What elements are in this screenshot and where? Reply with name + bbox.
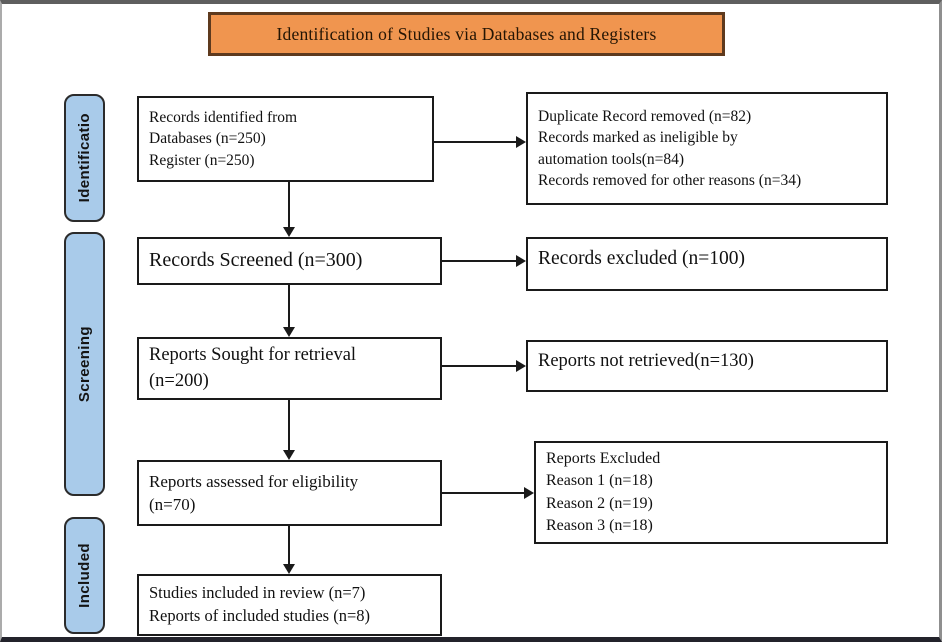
box-records-excluded: Records excluded (n=100) <box>526 237 888 291</box>
sidebar-phase-screening-label: Screening <box>76 325 93 403</box>
sidebar-phase-included-label: Included <box>76 543 93 608</box>
arrow-screened-to-excluded-line <box>442 260 516 262</box>
title-text: Identification of Studies via Databases … <box>276 23 657 44</box>
title-banner: Identification of Studies via Databases … <box>208 12 725 56</box>
arrow-identified-to-removed-head <box>516 136 526 148</box>
box-reports-assessed: Reports assessed for eligibility (n=70) <box>137 460 442 526</box>
arrow-identified-to-removed-line <box>434 141 516 143</box>
sidebar-phase-identification: Identificatio <box>64 94 105 222</box>
sidebar-phase-included: Included <box>64 517 105 634</box>
box-studies-included: Studies included in review (n=7) Reports… <box>137 574 442 636</box>
box-records-screened: Records Screened (n=300) <box>137 237 442 285</box>
arrow-sought-to-notretrieved-line <box>442 365 516 367</box>
arrow-sought-to-notretrieved-head <box>516 360 526 372</box>
arrow-sought-to-assessed-line <box>288 400 290 450</box>
box-reports-sought: Reports Sought for retrieval (n=200) <box>137 337 442 400</box>
arrow-screened-to-excluded-head <box>516 255 526 267</box>
box-duplicates-removed: Duplicate Record removed (n=82) Records … <box>526 92 888 205</box>
arrow-identified-to-screened-head <box>283 227 295 237</box>
arrow-assessed-to-reportsexcluded-line <box>442 492 524 494</box>
sidebar-phase-identification-label: Identificatio <box>76 113 93 203</box>
arrow-sought-to-assessed-head <box>283 450 295 460</box>
arrow-assessed-to-included-line <box>288 526 290 564</box>
arrow-assessed-to-reportsexcluded-head <box>524 487 534 499</box>
arrow-identified-to-screened-line <box>288 182 290 227</box>
arrow-screened-to-sought-head <box>283 327 295 337</box>
box-reports-excluded: Reports Excluded Reason 1 (n=18) Reason … <box>534 441 888 544</box>
box-records-identified: Records identified from Databases (n=250… <box>137 96 434 182</box>
arrow-assessed-to-included-head <box>283 564 295 574</box>
sidebar-phase-screening: Screening <box>64 232 105 496</box>
arrow-screened-to-sought-line <box>288 285 290 327</box>
box-reports-not-retrieved: Reports not retrieved(n=130) <box>526 340 888 392</box>
